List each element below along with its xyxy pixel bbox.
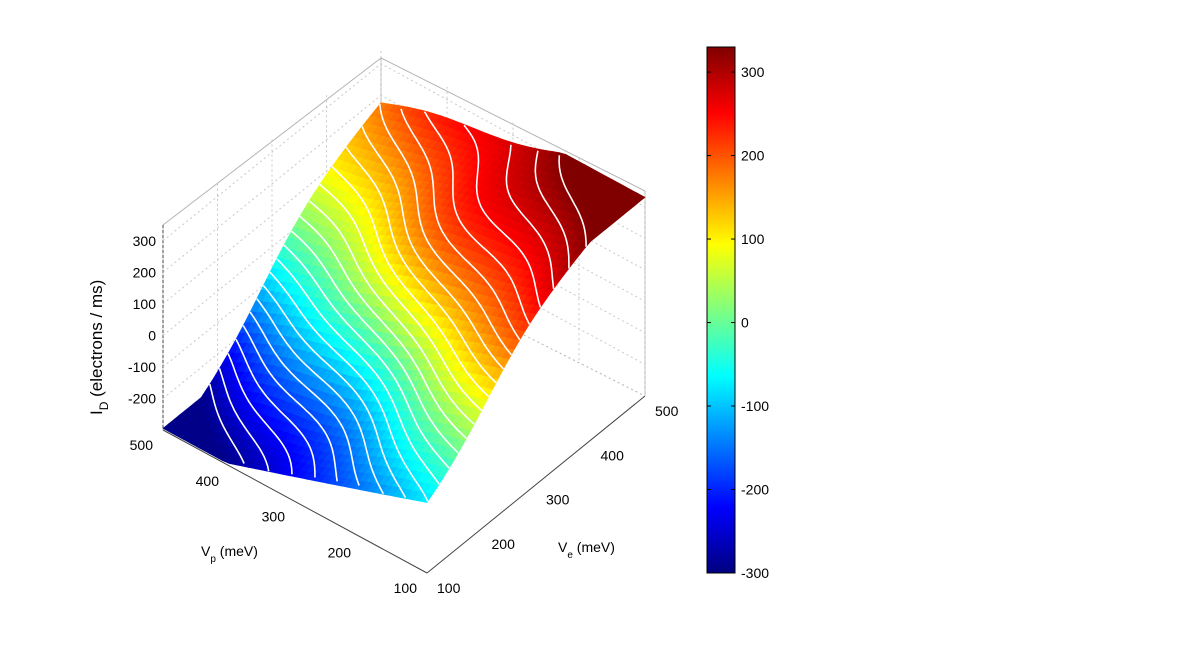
contour-line: [319, 183, 483, 411]
contour-line: [256, 298, 385, 495]
contour-line: [463, 124, 542, 308]
y-axis-label: Ve (meV): [558, 539, 615, 561]
bottom-edge-front-right: [426, 395, 646, 574]
contour-line: [242, 325, 338, 482]
z-tick-label: 300: [133, 233, 157, 249]
colorbar-tick-label: 300: [741, 64, 765, 80]
y-tick-label: 100: [437, 580, 461, 596]
contour-line: [400, 108, 521, 341]
y-tick-label: 400: [601, 447, 625, 463]
x-tick-label: 400: [196, 473, 220, 489]
colorbar-tick-label: -200: [741, 482, 769, 498]
colorbar-gradient: [706, 46, 736, 574]
z-tick-label: 200: [133, 264, 157, 280]
z-axis-label: ID (electrons / ms): [87, 280, 111, 415]
contour-lines: [209, 103, 587, 502]
contour-line: [283, 244, 450, 469]
contour-line: [361, 126, 505, 370]
bottom-edge-back-right: [380, 262, 646, 397]
x-tick-label: 200: [328, 544, 352, 560]
y-tick-labels: 100 200 300 400 500: [437, 403, 679, 596]
contour-line: [209, 383, 245, 464]
x-tick-label: 100: [394, 580, 418, 596]
z-tick-label: 100: [133, 296, 157, 312]
surface: [162, 102, 646, 503]
y-tick-label: 200: [492, 536, 516, 552]
x-tick-label: 300: [262, 509, 286, 525]
contour-line: [505, 144, 555, 289]
contour-line: [423, 111, 531, 325]
contour-line: [331, 166, 490, 398]
contour-line: [218, 368, 270, 472]
colorbar-tick-label: 100: [741, 231, 765, 247]
y-tick-label: 300: [546, 492, 570, 508]
contour-line: [276, 258, 440, 485]
contour-line: [262, 284, 407, 498]
y-tick-label: 500: [655, 403, 679, 419]
contour-line: [534, 150, 570, 269]
contour-line: [269, 271, 429, 502]
contour-line: [558, 155, 587, 247]
x-tick-label: 500: [130, 437, 154, 453]
z-tick-label: -200: [128, 390, 156, 406]
bottom-edge-front-left: [162, 429, 428, 574]
contour-line: [308, 200, 475, 425]
z-tick-labels: 300 200 100 0 -100 -200: [128, 233, 156, 407]
contour-line: [290, 230, 459, 454]
contour-line: [249, 311, 360, 486]
x-tick-labels: 500 400 300 200 100: [130, 437, 418, 596]
contour-line: [235, 338, 316, 478]
z-tick-label: -100: [128, 359, 156, 375]
colorbar-tick-label: 200: [741, 148, 765, 164]
contour-line: [299, 215, 468, 439]
colorbar-tick-label: 0: [741, 315, 749, 331]
contour-line: [227, 353, 293, 475]
colorbar-tick-label: -100: [741, 398, 769, 414]
x-axis-label: Vp (meV): [201, 543, 258, 565]
contour-line: [345, 146, 497, 384]
colorbar-tick-label: -300: [741, 565, 769, 581]
colorbar: 300 200 100 0 -100 -200 -300: [706, 46, 769, 581]
z-tick-label: 0: [148, 327, 156, 343]
contour-line: [379, 103, 512, 356]
